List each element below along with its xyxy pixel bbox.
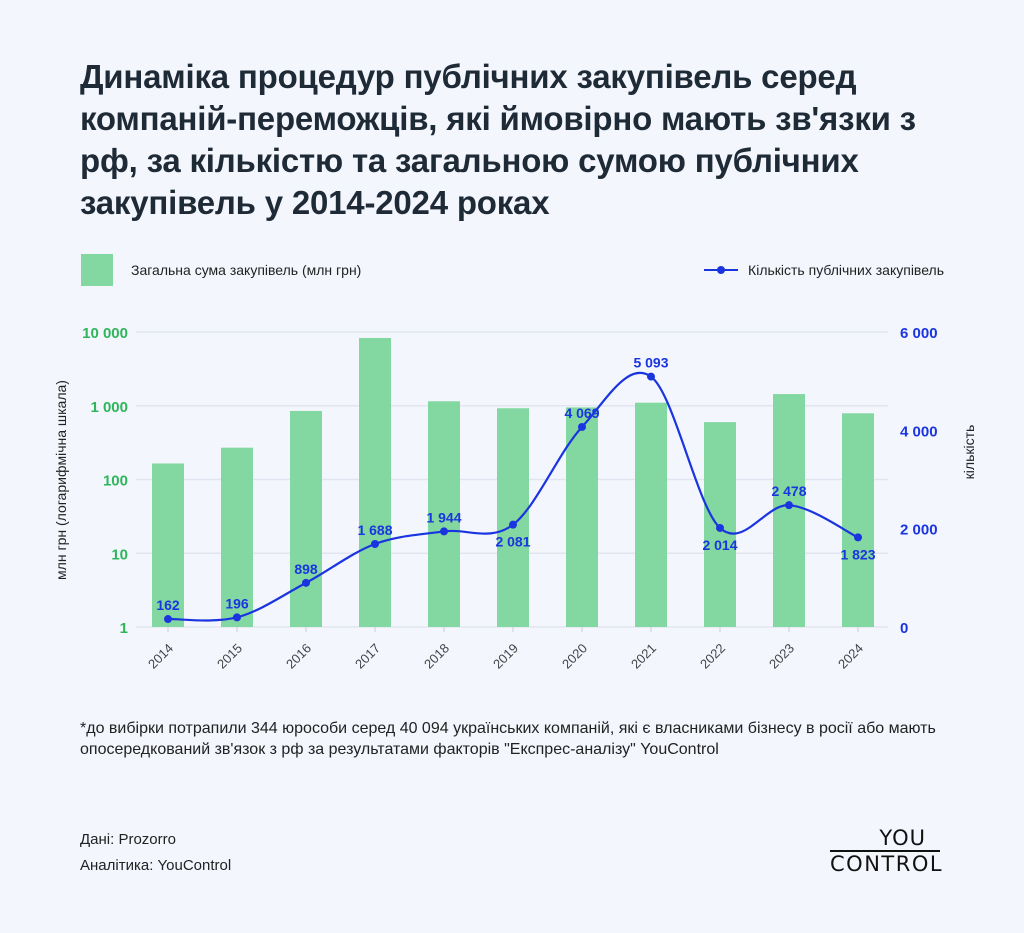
footnote: *до вибірки потрапили 344 юрособи серед … xyxy=(80,720,936,758)
right-tick-label: 0 xyxy=(900,620,908,637)
count-line xyxy=(167,371,859,622)
line-swatch xyxy=(704,266,739,274)
left-tick-label: 10 000 xyxy=(82,325,128,342)
left-tick-label: 1 xyxy=(120,620,128,637)
bar-2023 xyxy=(773,394,805,627)
data-label: 1 823 xyxy=(840,546,875,562)
line-point-2019 xyxy=(509,520,517,529)
legend-item-bars: Загальна сума закупівель (млн грн) xyxy=(81,254,361,286)
x-tick-label: 2024 xyxy=(835,641,866,672)
data-label: 1 944 xyxy=(426,509,461,525)
x-tick-label: 2015 xyxy=(214,641,245,672)
x-tick-label: 2016 xyxy=(283,641,314,672)
line-point-2022 xyxy=(716,523,724,532)
line-point-2021 xyxy=(647,372,655,381)
logo-top: YOU xyxy=(830,826,940,852)
legend-label-line: Кількість публічних закупівель xyxy=(748,262,944,278)
data-label: 196 xyxy=(225,595,249,611)
line-point-2016 xyxy=(302,578,310,587)
x-tick-label: 2018 xyxy=(421,641,452,672)
line-point-2018 xyxy=(440,527,448,536)
bar-2019 xyxy=(497,408,529,627)
data-label: 2 478 xyxy=(771,483,806,499)
data-label: 2 081 xyxy=(495,534,530,550)
right-tick-label: 4 000 xyxy=(900,423,938,440)
bar-2017 xyxy=(359,337,391,627)
x-tick-label: 2019 xyxy=(490,641,521,672)
chart-title: Динаміка процедур публічних закупівель с… xyxy=(80,58,916,221)
bar-2014 xyxy=(152,463,184,627)
chart: 1 10 100 1 000 10 000 0 2 000 4 000 6 000 млн грн… xyxy=(53,325,977,672)
bar-2020 xyxy=(566,407,598,627)
data-source: Дані: Prozorro xyxy=(80,831,176,848)
x-tick-label: 2014 xyxy=(145,641,176,672)
right-tick-label: 6 000 xyxy=(900,325,938,342)
data-label: 5 093 xyxy=(633,355,668,371)
line-point-2020 xyxy=(578,422,586,431)
x-tick-label: 2022 xyxy=(697,641,728,672)
bar-2015 xyxy=(221,447,253,627)
youcontrol-logo: YOU CONTROL xyxy=(830,826,944,876)
left-tick-label: 100 xyxy=(103,473,128,490)
right-tick-label: 2 000 xyxy=(900,522,938,539)
x-tick-label: 2020 xyxy=(559,641,590,672)
line-point-2023 xyxy=(785,501,793,510)
line-point-2024 xyxy=(854,533,862,542)
left-axis-label: млн грн (логарифмічна шкала) xyxy=(53,380,69,580)
line-point-2015 xyxy=(233,613,241,622)
left-tick-label: 10 xyxy=(111,546,128,563)
bar-2016 xyxy=(290,410,322,627)
data-label: 162 xyxy=(156,597,180,613)
bar-2024 xyxy=(842,413,874,627)
legend-label-bars: Загальна сума закупівель (млн грн) xyxy=(131,262,362,278)
x-tick-label: 2017 xyxy=(352,641,383,672)
x-tick-label: 2023 xyxy=(766,641,797,672)
logo-bottom: CONTROL xyxy=(830,852,944,876)
legend-item-line: Кількість публічних закупівель xyxy=(704,262,944,278)
bar-2021 xyxy=(635,402,667,627)
bar-swatch xyxy=(81,254,113,286)
line-point-2017 xyxy=(371,540,379,549)
data-label: 898 xyxy=(294,561,318,577)
data-label: 1 688 xyxy=(357,522,392,538)
bar-2018 xyxy=(428,401,460,627)
data-label: 4 069 xyxy=(564,405,599,421)
data-label: 2 014 xyxy=(702,537,737,553)
analytics-credit: Аналітика: YouControl xyxy=(80,857,232,874)
right-axis-label: кількість xyxy=(961,425,977,480)
left-tick-label: 1 000 xyxy=(90,399,128,416)
x-tick-label: 2021 xyxy=(628,641,659,672)
line-point-2014 xyxy=(164,615,172,624)
